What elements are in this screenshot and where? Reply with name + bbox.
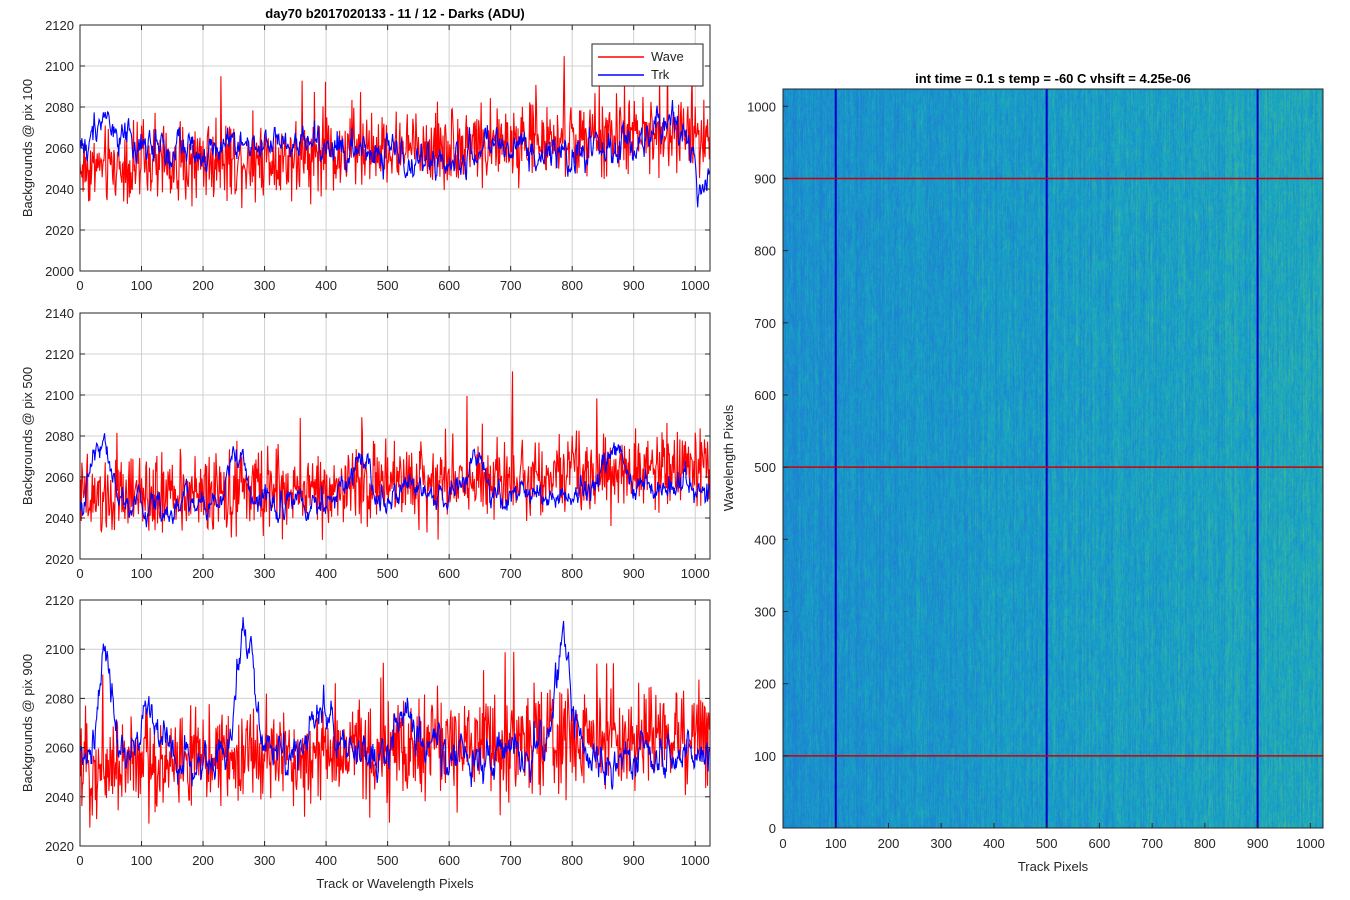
line-plot-pix-900: 0 100 200 300 400 500 600 700 800 900 1000 2020 2040… (20, 593, 711, 891)
y-tick-label: 2040 (45, 182, 74, 197)
x-tick-label: 300 (930, 836, 952, 851)
y-tick-label: 500 (754, 460, 776, 475)
y-tick-label: 2000 (45, 264, 74, 279)
x-tick-label: 700 (500, 853, 522, 868)
x-tick-label: 100 (131, 566, 153, 581)
series-line-wave (79, 651, 710, 828)
plot-3-ylabel: Backgrounds @ pix 900 (20, 654, 35, 792)
y-tick-label: 900 (754, 171, 776, 186)
x-tick-label: 400 (315, 278, 337, 293)
y-tick-label: 2100 (45, 642, 74, 657)
y-tick-label: 2080 (45, 100, 74, 115)
x-tick-label: 300 (254, 566, 276, 581)
x-tick-label: 200 (192, 566, 214, 581)
x-tick-label: 900 (623, 566, 645, 581)
y-tick-label: 2020 (45, 223, 74, 238)
x-tick-label: 0 (779, 836, 786, 851)
x-tick-label: 500 (1036, 836, 1058, 851)
x-tick-label: 1000 (681, 278, 710, 293)
y-tick-label: 2120 (45, 593, 74, 608)
x-tick-label: 100 (131, 278, 153, 293)
y-tick-label: 2020 (45, 552, 74, 567)
x-tick-label: 700 (1141, 836, 1163, 851)
x-tick-label: 0 (76, 853, 83, 868)
x-tick-label: 800 (561, 566, 583, 581)
x-tick-label: 500 (377, 278, 399, 293)
x-tick-label: 100 (131, 853, 153, 868)
y-tick-label: 2060 (45, 141, 74, 156)
plot-2-ylabel: Backgrounds @ pix 500 (20, 367, 35, 505)
figure-title: day70 b2017020133 - 11 / 12 - Darks (ADU… (265, 6, 524, 21)
x-tick-label: 700 (500, 278, 522, 293)
y-tick-label: 2040 (45, 511, 74, 526)
plot-1-ylabel: Backgrounds @ pix 100 (20, 79, 35, 217)
x-tick-label: 400 (983, 836, 1005, 851)
y-tick-label: 2060 (45, 741, 74, 756)
x-tick-label: 900 (1247, 836, 1269, 851)
y-tick-label: 2140 (45, 306, 74, 321)
series-line-trk (79, 99, 710, 208)
y-tick-label: 200 (754, 677, 776, 692)
x-tick-label: 500 (377, 566, 399, 581)
y-tick-label: 2080 (45, 429, 74, 444)
x-tick-label: 1000 (681, 853, 710, 868)
x-tick-label: 1000 (1296, 836, 1325, 851)
y-tick-label: 2040 (45, 790, 74, 805)
series-line-trk (79, 433, 710, 528)
y-tick-label: 2100 (45, 59, 74, 74)
plot-3-axes-box (79, 599, 711, 847)
x-tick-label: 600 (1089, 836, 1111, 851)
y-tick-label: 2020 (45, 839, 74, 854)
heatmap-plot: int time = 0.1 s temp = -60 C vhsift = 4… (721, 71, 1325, 874)
y-tick-label: 300 (754, 604, 776, 619)
x-tick-label: 500 (377, 853, 399, 868)
x-tick-label: 100 (825, 836, 847, 851)
y-tick-label: 2060 (45, 470, 74, 485)
x-tick-label: 900 (623, 278, 645, 293)
x-tick-label: 1000 (681, 566, 710, 581)
x-tick-label: 800 (561, 853, 583, 868)
x-tick-label: 600 (438, 278, 460, 293)
x-tick-label: 400 (315, 566, 337, 581)
legend: Wave Trk (591, 43, 704, 87)
x-tick-label: 800 (561, 278, 583, 293)
line-plot-pix-500: 0 100 200 300 400 500 600 700 800 900 1000 2020 2040… (20, 306, 711, 581)
y-tick-label: 2080 (45, 691, 74, 706)
series-line-wave (79, 371, 710, 540)
x-tick-label: 300 (254, 853, 276, 868)
x-tick-label: 600 (438, 853, 460, 868)
x-tick-label: 400 (315, 853, 337, 868)
x-tick-label: 200 (192, 278, 214, 293)
legend-entry-wave: Wave (651, 49, 684, 64)
heatmap-ylabel: Wavelength Pixels (721, 404, 736, 511)
x-tick-label: 200 (878, 836, 900, 851)
y-tick-label: 400 (754, 532, 776, 547)
heatmap-xlabel: Track Pixels (1018, 859, 1089, 874)
heatmap-title: int time = 0.1 s temp = -60 C vhsift = 4… (915, 71, 1191, 86)
x-tick-label: 900 (623, 853, 645, 868)
x-tick-label: 0 (76, 566, 83, 581)
x-tick-label: 300 (254, 278, 276, 293)
y-tick-label: 1000 (747, 99, 776, 114)
y-tick-label: 100 (754, 749, 776, 764)
x-tick-label: 800 (1194, 836, 1216, 851)
heatmap-image (783, 89, 1323, 828)
series-line-trk (79, 617, 710, 790)
y-tick-label: 800 (754, 244, 776, 259)
plot-3-xlabel: Track or Wavelength Pixels (316, 876, 474, 891)
line-plot-pix-100: 0 100 200 300 400 500 600 700 800 900 1000 2000 2020… (20, 18, 711, 293)
y-tick-label: 2120 (45, 347, 74, 362)
x-tick-label: 600 (438, 566, 460, 581)
heatmap-axes-box (782, 88, 1324, 829)
x-tick-label: 0 (76, 278, 83, 293)
y-tick-label: 2120 (45, 18, 74, 33)
y-tick-label: 2100 (45, 388, 74, 403)
y-tick-label: 700 (754, 316, 776, 331)
y-tick-label: 600 (754, 388, 776, 403)
x-tick-label: 700 (500, 566, 522, 581)
legend-entry-trk: Trk (651, 67, 670, 82)
y-tick-label: 0 (769, 821, 776, 836)
x-tick-label: 200 (192, 853, 214, 868)
